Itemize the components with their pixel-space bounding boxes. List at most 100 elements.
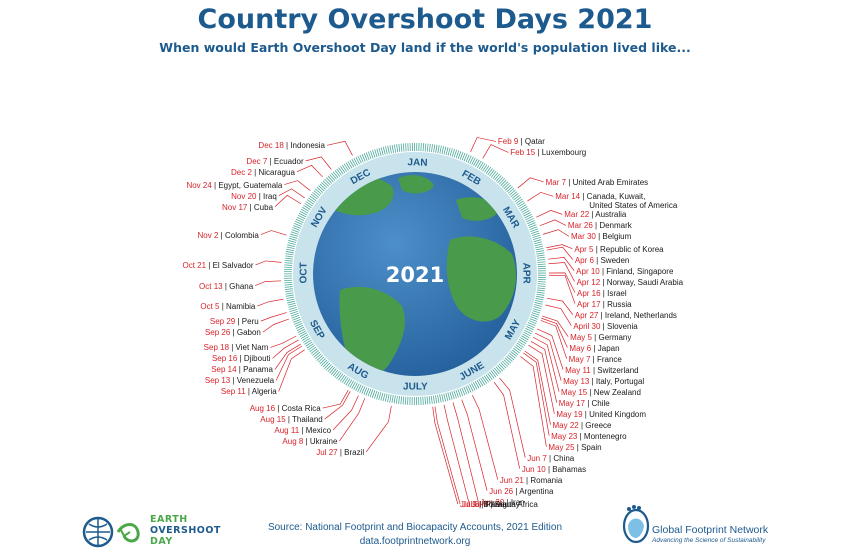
country-name: Ecuador	[273, 156, 304, 166]
day-tick	[299, 210, 308, 216]
leader-line	[472, 394, 499, 480]
day-tick	[285, 290, 294, 293]
leader-line	[542, 315, 569, 337]
leader-lines	[255, 137, 576, 505]
globe: 2021	[313, 172, 517, 376]
overshoot-date: Aug 15	[260, 415, 286, 425]
day-tick	[441, 393, 444, 402]
day-tick	[310, 193, 318, 200]
day-tick	[361, 154, 366, 162]
day-tick	[341, 164, 348, 172]
day-tick	[424, 396, 426, 405]
day-tick	[495, 366, 502, 373]
day-tick	[317, 356, 325, 363]
day-tick	[363, 387, 368, 395]
country-label: Nov 17 | Cuba	[222, 202, 274, 212]
day-tick	[287, 300, 296, 304]
day-tick	[535, 299, 544, 303]
day-tick	[459, 151, 464, 160]
country-name: Venezuela	[236, 376, 275, 386]
day-tick	[520, 337, 528, 343]
day-tick	[393, 395, 396, 404]
day-tick	[389, 394, 392, 403]
country-label: Mar 7 | United Arab Emirates	[545, 177, 649, 187]
day-tick	[319, 183, 326, 190]
country-label: May 5 | Germany	[570, 332, 632, 342]
day-tick	[382, 146, 386, 155]
overshoot-date: Sep 11	[220, 387, 246, 397]
leader-line	[284, 180, 311, 191]
day-tick	[347, 379, 353, 387]
leader-line	[278, 188, 305, 199]
day-tick	[437, 145, 440, 154]
day-tick	[293, 320, 302, 325]
country-label: Jun 7 | China	[527, 453, 575, 463]
day-tick	[286, 296, 295, 299]
day-tick	[507, 354, 515, 361]
source-url[interactable]: data.footprintnetwork.org	[359, 536, 471, 547]
day-ticks	[283, 142, 546, 406]
country-name: South Africa	[494, 500, 538, 509]
day-tick	[389, 145, 392, 154]
country-name: Ukraine	[309, 437, 338, 447]
day-tick	[378, 147, 382, 156]
day-tick	[471, 383, 476, 391]
day-tick	[345, 378, 351, 386]
overshoot-date: Mar 22	[564, 210, 590, 220]
overshoot-date: Nov 17	[222, 202, 248, 212]
country-label: May 19 | United Kingdom	[556, 409, 647, 419]
country-label: Aug 8 | Ukraine	[282, 437, 338, 447]
day-tick	[330, 368, 337, 375]
day-tick	[461, 152, 466, 161]
day-tick	[398, 395, 400, 405]
day-tick	[459, 388, 464, 397]
day-tick	[300, 334, 309, 339]
day-tick	[380, 147, 384, 156]
day-tick	[336, 168, 342, 176]
day-tick	[537, 259, 546, 261]
day-tick	[284, 262, 293, 264]
country-label: Oct 5 | Namibia	[200, 302, 256, 312]
gfn-tagline: Advancing the Science of Sustainability	[652, 537, 766, 544]
day-tick	[463, 386, 468, 395]
day-tick	[395, 395, 398, 404]
country-label: Dec 7 | Ecuador	[246, 156, 304, 166]
country-name: Iran	[510, 497, 525, 507]
overshoot-date: Aug 11	[274, 426, 300, 436]
day-tick	[288, 306, 297, 310]
day-tick	[469, 384, 474, 392]
day-tick	[306, 343, 314, 349]
day-tick	[285, 251, 294, 254]
day-tick	[294, 222, 302, 227]
day-tick	[359, 385, 364, 393]
country-label: Apr 12 | Norway, Saudi Arabia	[576, 277, 684, 287]
day-tick	[435, 144, 438, 153]
day-tick	[535, 297, 544, 301]
day-tick	[515, 344, 523, 350]
overshoot-date: Apr 17	[576, 299, 601, 309]
day-tick	[291, 229, 300, 233]
country-name: Qatar	[524, 137, 545, 147]
country-name: Luxembourg	[541, 148, 587, 158]
day-tick	[294, 220, 303, 225]
day-tick	[532, 310, 541, 314]
country-label: May 7 | France	[568, 354, 622, 364]
day-tick	[351, 381, 356, 389]
day-tick	[316, 354, 323, 361]
country-label: Dec 2 | Nicaragua	[231, 167, 295, 177]
day-tick	[445, 147, 449, 156]
country-name: Algeria	[251, 387, 277, 397]
day-tick	[365, 152, 370, 161]
country-name: Norway, Saudi Arabia	[606, 277, 684, 287]
country-name: New Zealand	[593, 387, 641, 397]
country-label: Jul 9 | Bolivia	[459, 500, 507, 509]
country-name: Japan	[597, 343, 620, 353]
day-tick	[315, 188, 322, 195]
day-tick	[485, 166, 492, 174]
day-tick	[290, 231, 299, 235]
leader-line	[332, 395, 359, 431]
day-tick	[534, 241, 543, 245]
day-tick	[503, 182, 510, 190]
day-tick	[536, 252, 545, 255]
day-tick	[321, 181, 328, 189]
